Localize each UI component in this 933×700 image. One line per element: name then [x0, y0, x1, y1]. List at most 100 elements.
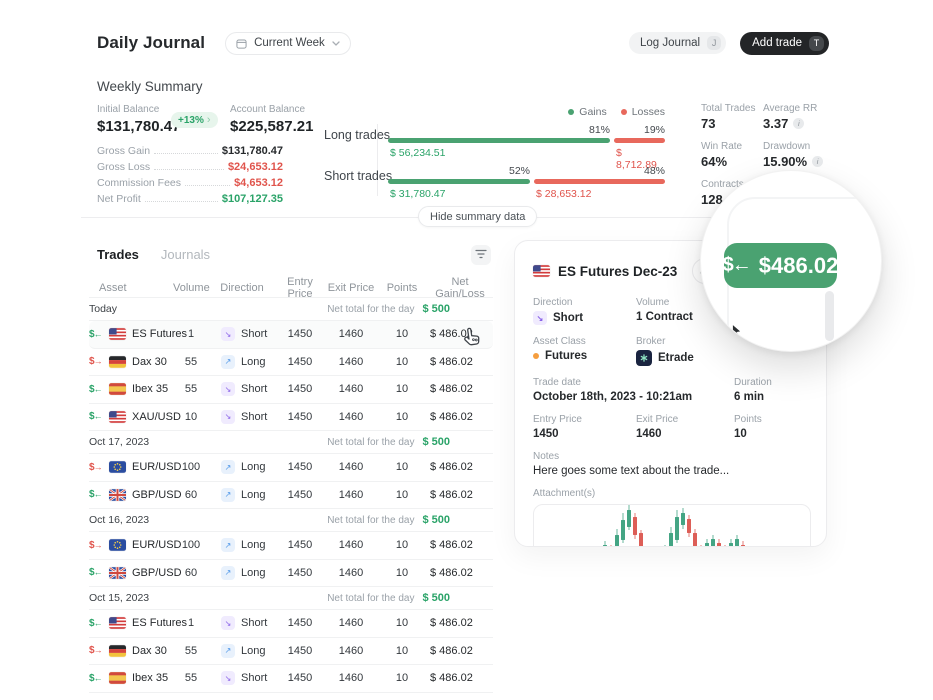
add-trade-button[interactable]: Add trade T — [740, 31, 829, 55]
asset-name: Ibex 35 — [132, 672, 169, 685]
volume-value: 1 Contract — [636, 311, 693, 323]
filter-button[interactable] — [471, 245, 491, 265]
table-row[interactable]: $← Ibex 35 55 ↘ Short 1450 1460 10 $ 486.02 — [89, 665, 493, 693]
long-arrow-icon: ↗ — [221, 643, 235, 658]
field-trade-date: Trade date October 18th, 2023 - 10:21am — [533, 377, 734, 403]
table-row[interactable]: $← Ibex 35 55 ↘ Short 1450 1460 10 $ 486.02 — [89, 376, 493, 404]
points-cell: 10 — [395, 383, 409, 396]
bars-divider — [377, 124, 378, 196]
duration-value: 6 min — [734, 391, 765, 403]
dotted-leader — [154, 169, 224, 170]
table-row[interactable]: $← GBP/USD 60 ↗ Long 1450 1460 10 $ 486.02 — [89, 482, 493, 509]
shortcut-j-badge: J — [707, 36, 722, 50]
bars-legend: Gains Losses — [568, 106, 665, 118]
initial-balance: Initial Balance $131,780.47 — [97, 104, 180, 135]
field-duration: Duration 6 min — [734, 377, 808, 403]
balance-change-badge[interactable]: +13% › — [171, 112, 218, 128]
page-title: Daily Journal — [97, 33, 206, 52]
broker-value: Etrade — [658, 352, 694, 364]
shortcut-t-badge: T — [809, 35, 824, 51]
direction-text: Short — [241, 672, 268, 685]
table-row[interactable]: $← GBP/USD 60 ↗ Long 1450 1460 10 $ 486.02 — [89, 560, 493, 587]
points-label: Points — [734, 414, 762, 425]
asset-name: GBP/USD — [132, 566, 182, 579]
initial-balance-label: Initial Balance — [97, 104, 160, 115]
column-header-direction: Direction — [220, 282, 264, 294]
table-row[interactable]: $← XAU/USD 10 ↘ Short 1450 1460 10 $ 486.02 — [89, 404, 493, 431]
es-flag-icon — [109, 672, 126, 685]
tab-journals[interactable]: Journals — [160, 247, 211, 262]
gain-amount: $ 56,234.51 — [390, 147, 446, 159]
short-arrow-icon: ↘ — [221, 382, 235, 397]
direction-text: Long — [241, 539, 266, 552]
direction-cell: ↘ Short — [209, 327, 275, 342]
gb-flag-icon — [109, 566, 126, 579]
period-label: Current Week — [254, 37, 325, 49]
stat-label: Drawdown — [763, 141, 811, 152]
balance-change-value: +13% — [178, 114, 204, 126]
short-arrow-icon: ↘ — [221, 616, 235, 631]
bar-row-long-trades: 81% 19% $ 56,234.51 $ 8,712.89 — [388, 124, 665, 171]
long-arrow-icon: ↗ — [221, 538, 235, 553]
asset-name: EUR/USD — [132, 461, 182, 474]
summary-line-label: Commission Fees — [97, 177, 182, 189]
entry-price-cell: 1450 — [287, 539, 313, 552]
entry-price-cell: 1450 — [287, 461, 313, 474]
period-selector[interactable]: Current Week — [225, 31, 351, 55]
tab-trades[interactable]: Trades — [97, 247, 139, 262]
filter-icon — [475, 246, 487, 264]
exit-price-cell: 1460 — [338, 355, 364, 368]
summary-line-value: $131,780.47 — [221, 145, 283, 157]
direction-text: Short — [241, 617, 268, 630]
asset-cell: Dax 30 — [109, 356, 173, 368]
table-row[interactable]: $→ EUR/USD 100 ↗ Long 1450 1460 10 $ 486.02 — [89, 532, 493, 560]
volume-cell: 60 — [184, 566, 198, 579]
mouse-cursor-icon — [732, 323, 741, 341]
net-gain-loss-cell: $ 486.02 — [430, 488, 473, 501]
field-asset-class: Asset Class Futures — [533, 336, 636, 366]
attachment-chart-image[interactable] — [533, 504, 811, 546]
trade-date-value: October 18th, 2023 - 10:21am — [533, 391, 693, 403]
table-row[interactable]: $→ EUR/USD 100 ↗ Long 1450 1460 10 $ 486.02 — [89, 454, 493, 482]
table-row[interactable]: $← ES Futures 1 ↘ Short 1450 1460 10 $ 486.02 — [89, 610, 493, 638]
de-flag-icon — [109, 355, 126, 368]
info-icon[interactable]: i — [793, 118, 805, 129]
net-gain-loss-cell: $ 486.02 — [430, 328, 473, 341]
entry-price-value: 1450 — [533, 428, 559, 440]
table-row[interactable]: $→ Dax 30 55 ↗ Long 1450 1460 10 $ 486.02 — [89, 638, 493, 665]
direction-cell: ↘ Short — [209, 616, 275, 631]
net-total-label: Net total for the day — [327, 437, 415, 448]
short-arrow-icon: ↘ — [221, 409, 235, 424]
column-header-asset: Asset — [99, 282, 127, 294]
table-header-row: Asset Volume Direction Entry Price Exit Pric… — [89, 276, 493, 300]
hide-summary-button[interactable]: Hide summary data — [418, 206, 538, 227]
gains-dot-icon — [568, 109, 575, 115]
table-row[interactable]: $← ES Futures 1 ↘ Short 1450 1460 10 $ 486.02 — [89, 321, 493, 349]
table-row[interactable]: $→ Dax 30 55 ↗ Long 1450 1460 10 $ 486.02 — [89, 349, 493, 376]
weekly-summary-heading: Weekly Summary — [97, 79, 203, 94]
info-icon[interactable]: i — [812, 156, 824, 167]
points-cell: 10 — [395, 566, 409, 579]
loss-segment — [614, 138, 665, 143]
gain-percent: 52% — [508, 165, 530, 177]
points-cell: 10 — [395, 617, 409, 630]
log-journal-button[interactable]: Log Journal J — [629, 32, 727, 54]
cash-in-icon: $← — [89, 672, 103, 684]
direction-text: Long — [241, 644, 266, 657]
direction-cell: ↘ Short — [209, 409, 275, 424]
summary-line-commission-fees: Commission Fees $4,653.12 — [97, 173, 283, 189]
field-entry-price: Entry Price 1450 — [533, 414, 636, 440]
asset-cell: EUR/USD — [109, 461, 182, 473]
summary-line-value: $4,653.12 — [234, 177, 283, 189]
dotted-leader — [144, 201, 218, 202]
short-arrow-icon: ↘ — [533, 311, 547, 325]
stat-total-trades: Total Trades 73 — [701, 103, 763, 131]
long-arrow-icon: ↗ — [221, 565, 235, 580]
attachments-label: Attachment(s) — [533, 488, 596, 499]
summary-line-label: Gross Gain — [97, 145, 151, 157]
trades-tabs: Trades Journals — [97, 247, 210, 262]
stat-value: 73 — [701, 116, 716, 131]
exit-price-cell: 1460 — [338, 644, 364, 657]
loss-percent: 48% — [643, 165, 665, 177]
gb-flag-icon — [109, 488, 126, 501]
